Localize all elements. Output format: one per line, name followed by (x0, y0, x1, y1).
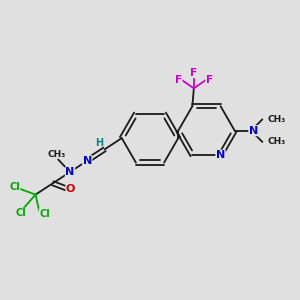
Text: N: N (216, 150, 225, 160)
Text: CH₃: CH₃ (268, 115, 286, 124)
Text: F: F (190, 68, 197, 78)
Text: N: N (249, 126, 258, 136)
Text: F: F (206, 75, 213, 85)
Text: CH₃: CH₃ (268, 137, 286, 146)
Text: CH₃: CH₃ (47, 150, 66, 159)
Text: Cl: Cl (39, 209, 50, 219)
Text: Cl: Cl (9, 182, 20, 192)
Text: H: H (95, 138, 103, 148)
Text: O: O (66, 184, 75, 194)
Text: N: N (65, 167, 75, 177)
Text: F: F (175, 75, 182, 85)
Text: Cl: Cl (15, 208, 26, 218)
Text: N: N (83, 156, 92, 166)
